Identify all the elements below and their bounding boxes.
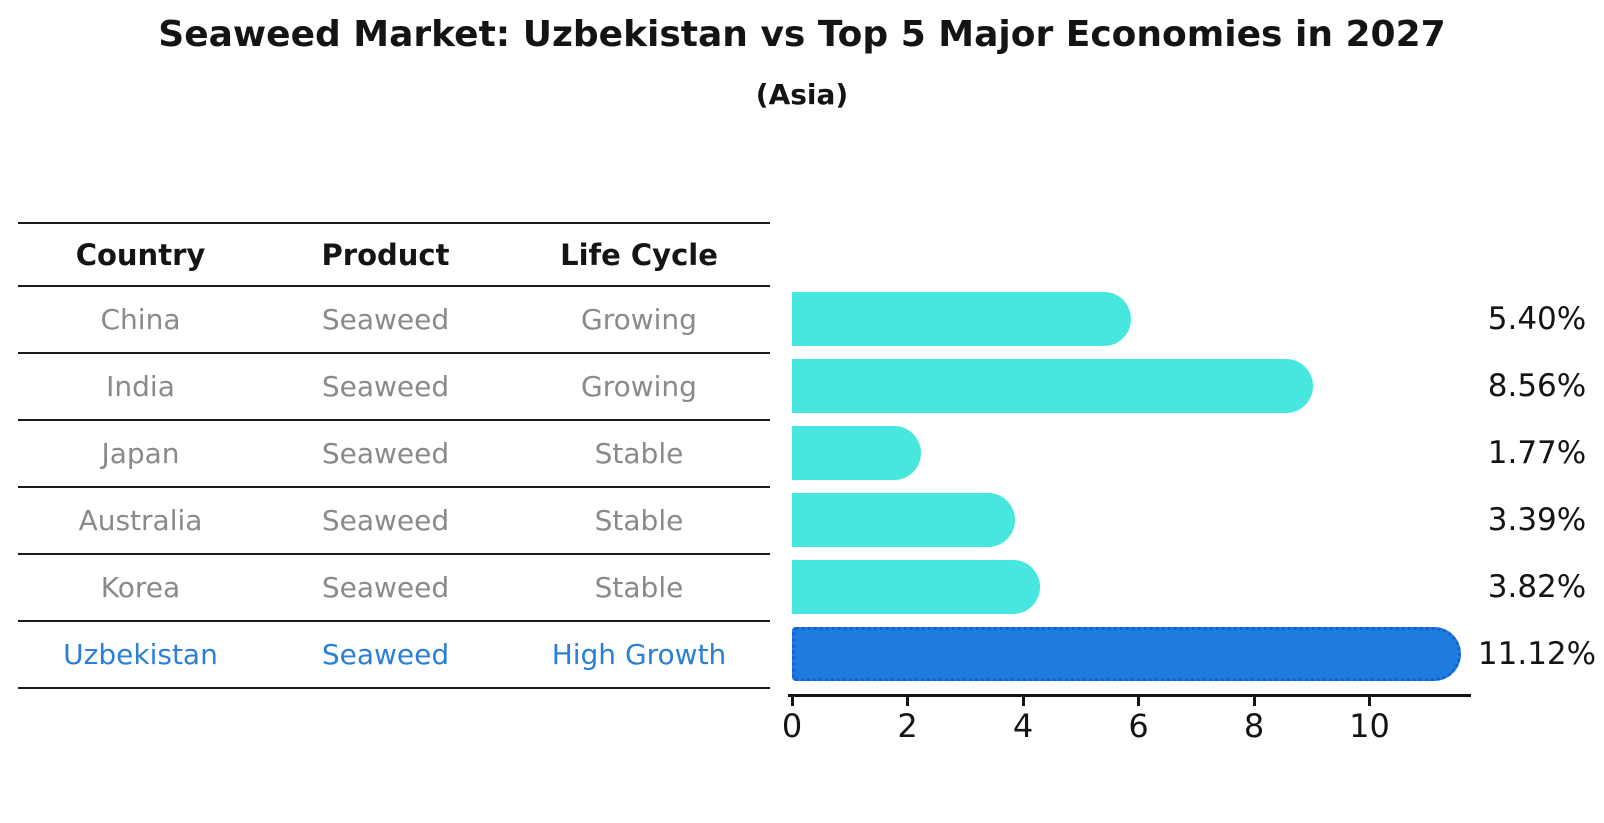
page-title: Seaweed Market: Uzbekistan vs Top 5 Majo… [158, 14, 1446, 55]
cell-australia-country: Australia [78, 504, 203, 537]
bar-japan [792, 426, 922, 480]
bar-australia [792, 493, 1015, 547]
x-tick-label-0: 0 [781, 707, 803, 745]
x-tick-10 [1368, 697, 1371, 706]
cell-india-life-cycle: Growing [581, 370, 697, 403]
page-subtitle: (Asia) [755, 78, 849, 111]
cell-korea-life-cycle: Stable [594, 571, 684, 604]
x-tick-2 [906, 697, 909, 706]
cell-australia-life-cycle: Stable [594, 504, 684, 537]
table-row-india: India Seaweed Growing [18, 354, 770, 421]
cell-china-product: Seaweed [321, 303, 450, 336]
cell-japan-life-cycle: Stable [594, 437, 684, 470]
x-tick-label-4: 4 [1012, 707, 1034, 745]
cell-japan-country: Japan [101, 437, 180, 470]
col-header-country: Country [75, 237, 206, 272]
bar-china [792, 292, 1131, 346]
x-tick-label-8: 8 [1243, 707, 1265, 745]
cell-uzbekistan-life-cycle: High Growth [551, 638, 727, 671]
cell-uzbekistan-product: Seaweed [321, 638, 450, 671]
x-tick-label-2: 2 [897, 707, 918, 745]
cell-china-country: China [100, 303, 181, 336]
table-row-australia: Australia Seaweed Stable [18, 488, 770, 555]
col-header-product: Product [321, 237, 450, 272]
cell-japan-product: Seaweed [321, 437, 450, 470]
table-row-uzbekistan: Uzbekistan Seaweed High Growth [18, 622, 770, 689]
bar-india [792, 359, 1314, 413]
value-label-india: 8.56% [1487, 368, 1587, 404]
table-row-china: China Seaweed Growing [18, 287, 770, 354]
cell-uzbekistan-country: Uzbekistan [63, 638, 218, 671]
table-body: China Seaweed Growing India Seaweed Growing Ja… [18, 287, 770, 689]
bar-korea [792, 560, 1040, 614]
bar-uzbekistan [792, 627, 1462, 681]
value-label-korea: 3.82% [1487, 569, 1587, 605]
cell-korea-country: Korea [100, 571, 181, 604]
cell-india-country: India [106, 370, 175, 403]
value-label-uzbekistan: 11.12% [1477, 636, 1597, 672]
value-label-china: 5.40% [1487, 301, 1587, 337]
cell-korea-product: Seaweed [321, 571, 450, 604]
x-tick-6 [1137, 697, 1140, 706]
x-tick-label-6: 6 [1128, 707, 1149, 745]
cell-china-life-cycle: Growing [581, 303, 697, 336]
x-tick-8 [1252, 697, 1256, 706]
cell-australia-product: Seaweed [321, 504, 450, 537]
x-tick-4 [1021, 697, 1025, 706]
table-row-japan: Japan Seaweed Stable [18, 421, 770, 488]
x-axis-line [788, 694, 1471, 697]
value-label-australia: 3.39% [1487, 502, 1587, 538]
cell-india-product: Seaweed [321, 370, 450, 403]
table-header-row: Country Product Life Cycle [18, 222, 770, 287]
value-label-japan: 1.77% [1487, 435, 1587, 471]
x-tick-0 [790, 697, 794, 706]
col-header-life-cycle: Life Cycle [560, 237, 718, 272]
x-tick-label-10: 10 [1349, 707, 1390, 745]
table-row-korea: Korea Seaweed Stable [18, 555, 770, 622]
